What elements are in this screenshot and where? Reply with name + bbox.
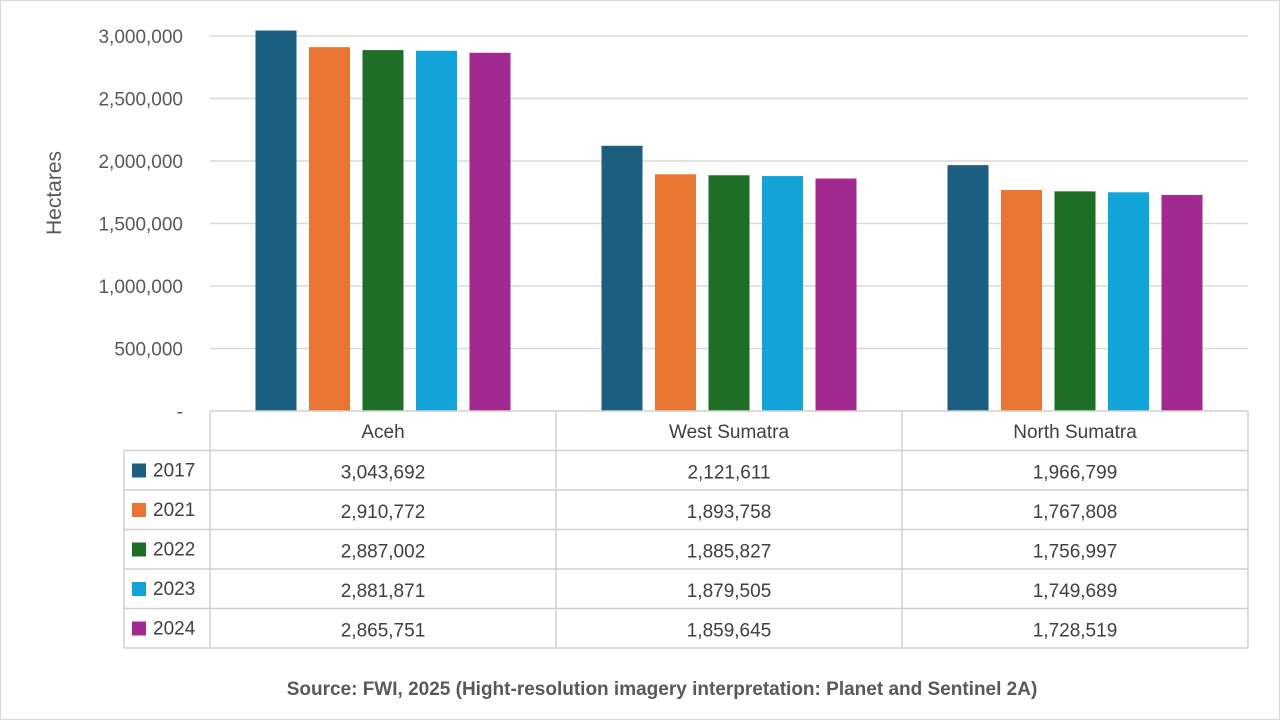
- category-label: Aceh: [361, 422, 404, 443]
- data-table: Aceh West Sumatra North Sumatra 2017 3,043,6…: [123, 410, 1249, 649]
- y-tick-label: 2,000,000: [98, 152, 183, 173]
- y-tick-label: -: [177, 402, 183, 423]
- data-label: 2,887,002: [341, 542, 426, 563]
- data-label: 2,865,751: [341, 621, 426, 642]
- data-label: 2,881,871: [341, 581, 426, 602]
- bar-2022-0: [362, 50, 404, 411]
- data-label: 1,767,808: [1033, 502, 1118, 523]
- legend-label-2024: 2024: [153, 619, 196, 640]
- bar-2021-2: [1001, 190, 1042, 411]
- y-tick-label: 500,000: [114, 340, 183, 361]
- data-label: 1,893,758: [687, 502, 772, 523]
- bar-2023-0: [416, 50, 457, 412]
- data-label: 1,859,645: [687, 621, 772, 642]
- bar-2021-1: [655, 174, 696, 411]
- bar-2023-1: [762, 176, 803, 411]
- legend-label-2023: 2023: [153, 579, 195, 600]
- legend-label-2022: 2022: [153, 540, 195, 561]
- bar-2017-1: [601, 145, 643, 411]
- data-label: 2,910,772: [341, 502, 426, 523]
- bar-2024-2: [1161, 194, 1203, 411]
- data-label: 1,966,799: [1033, 463, 1118, 484]
- y-axis-ticks: - 500,000 1,000,000 1,500,000 2,000,000 2,500…: [98, 27, 183, 423]
- legend-label-2017: 2017: [153, 461, 195, 482]
- data-label: 2,121,611: [687, 463, 770, 484]
- category-label: West Sumatra: [669, 422, 789, 443]
- legend-swatch-2021: [132, 503, 146, 517]
- legend-swatch-2023: [132, 582, 146, 596]
- bar-2024-0: [469, 52, 511, 411]
- y-tick-label: 3,000,000: [98, 27, 183, 48]
- y-axis-label: Hectares: [43, 151, 66, 235]
- legend-label-2021: 2021: [153, 500, 195, 521]
- data-label: 3,043,692: [341, 463, 426, 484]
- y-tick-label: 1,500,000: [98, 215, 183, 236]
- data-label: 1,749,689: [1033, 581, 1118, 602]
- bar-2024-1: [815, 178, 857, 411]
- category-label: North Sumatra: [1013, 422, 1137, 443]
- bar-2022-1: [708, 175, 750, 411]
- bar-2017-2: [947, 165, 989, 411]
- bar-2022-2: [1054, 191, 1096, 411]
- data-label: 1,756,997: [1033, 542, 1118, 563]
- data-label: 1,728,519: [1033, 621, 1118, 642]
- bar-2023-2: [1108, 192, 1149, 411]
- y-tick-label: 1,000,000: [98, 277, 183, 298]
- y-tick-label: 2,500,000: [98, 90, 183, 111]
- data-label: 1,879,505: [687, 581, 772, 602]
- data-label: 1,885,827: [687, 542, 772, 563]
- legend-swatch-2022: [132, 542, 146, 557]
- legend-swatch-2017: [132, 463, 146, 478]
- legend-swatch-2024: [132, 621, 146, 636]
- source-note: Source: FWI, 2025 (Hight-resolution imag…: [287, 679, 1038, 700]
- bar-2017-0: [255, 30, 297, 411]
- bar-2021-0: [309, 47, 350, 411]
- bars: [255, 30, 1203, 412]
